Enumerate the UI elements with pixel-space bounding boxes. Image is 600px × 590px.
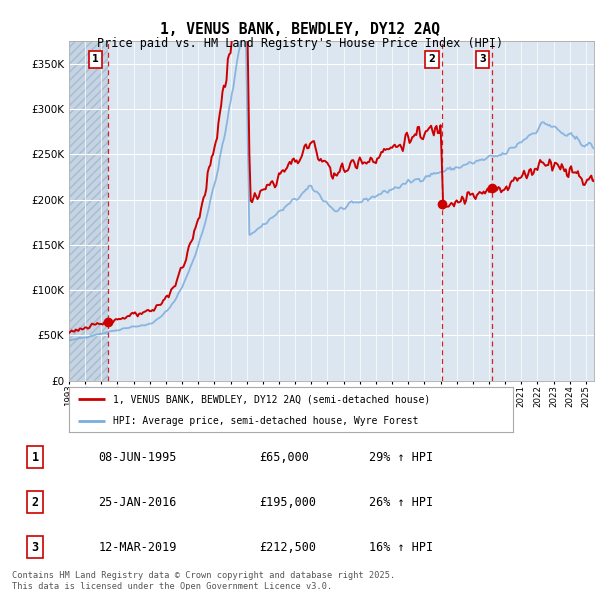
- Text: 29% ↑ HPI: 29% ↑ HPI: [369, 451, 433, 464]
- Text: 3: 3: [31, 540, 38, 553]
- Text: 1, VENUS BANK, BEWDLEY, DY12 2AQ (semi-detached house): 1, VENUS BANK, BEWDLEY, DY12 2AQ (semi-d…: [113, 394, 431, 404]
- Text: 2: 2: [31, 496, 38, 509]
- Text: 08-JUN-1995: 08-JUN-1995: [98, 451, 177, 464]
- Text: 1: 1: [92, 54, 99, 64]
- Bar: [69, 41, 109, 381]
- Text: 1, VENUS BANK, BEWDLEY, DY12 2AQ: 1, VENUS BANK, BEWDLEY, DY12 2AQ: [160, 22, 440, 37]
- Text: 1: 1: [31, 451, 38, 464]
- Text: Price paid vs. HM Land Registry's House Price Index (HPI): Price paid vs. HM Land Registry's House …: [97, 37, 503, 50]
- Text: 3: 3: [479, 54, 486, 64]
- Text: £195,000: £195,000: [260, 496, 317, 509]
- Text: 12-MAR-2019: 12-MAR-2019: [98, 540, 177, 553]
- Text: 2: 2: [428, 54, 436, 64]
- Text: 16% ↑ HPI: 16% ↑ HPI: [369, 540, 433, 553]
- Text: 25-JAN-2016: 25-JAN-2016: [98, 496, 177, 509]
- Text: £212,500: £212,500: [260, 540, 317, 553]
- Text: 26% ↑ HPI: 26% ↑ HPI: [369, 496, 433, 509]
- Text: Contains HM Land Registry data © Crown copyright and database right 2025.
This d: Contains HM Land Registry data © Crown c…: [12, 571, 395, 590]
- Text: £65,000: £65,000: [260, 451, 310, 464]
- Text: HPI: Average price, semi-detached house, Wyre Forest: HPI: Average price, semi-detached house,…: [113, 416, 419, 425]
